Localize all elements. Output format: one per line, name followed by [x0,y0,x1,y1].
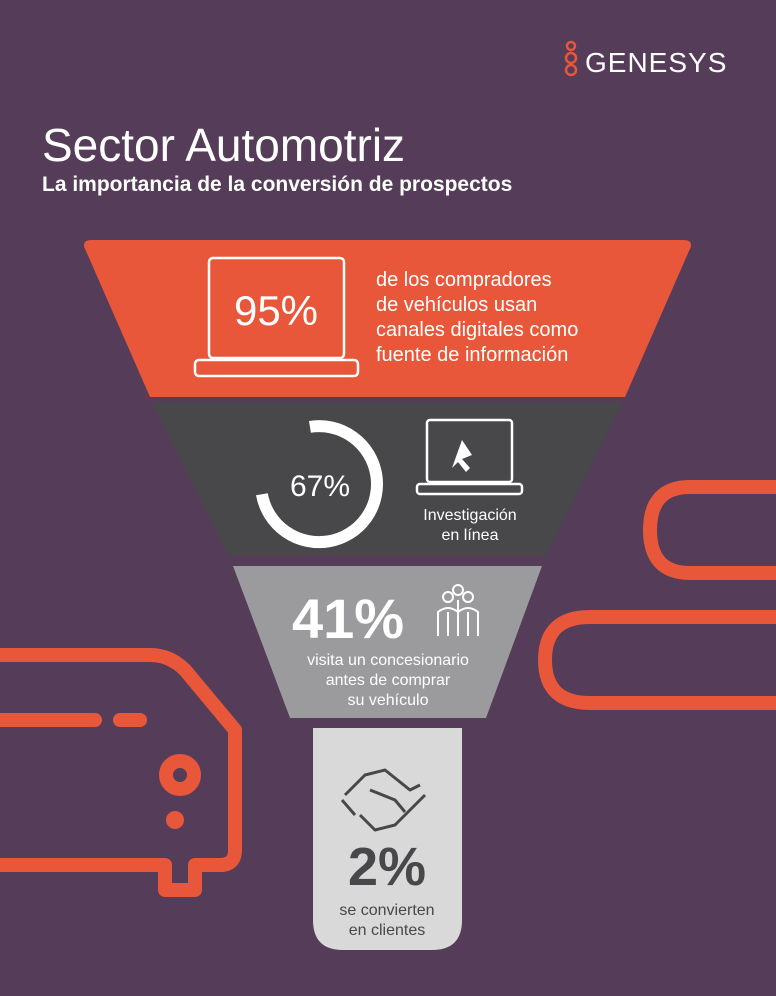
text-line: en línea [442,527,499,544]
ovals [537,480,776,710]
text-line: fuente de información [376,344,568,366]
text-line: Investigación [423,507,516,524]
stat: 67% [290,470,350,503]
text-line: en clientes [349,922,426,939]
stat: 95% [234,287,318,334]
text-line: canales digitales como [376,319,578,341]
cursor-icon [452,440,472,472]
laptop-base [415,482,524,496]
laptop-icon [425,418,514,484]
stage-text: de los compradores de vehículos usan can… [376,269,578,366]
funnel-stage [233,566,542,718]
stage-text: visita un concesionario antes de comprar… [307,652,469,709]
ring [255,420,383,549]
funnel-stage [313,728,462,950]
title: Sector Automotriz [42,119,405,171]
text-line: visita un concesionario [307,652,469,669]
subtitle: La importancia de la conversión de prosp… [42,173,512,196]
text-line: de vehículos usan [376,294,537,316]
car-light [166,811,184,829]
stat: 41% [292,587,404,650]
car-outline [0,648,242,897]
brand: GENESYS [585,47,727,78]
text-line: se convierten [339,902,434,919]
logo: GENESYS [564,40,727,78]
funnel-stage [152,402,623,556]
text-line: de los compradores [376,269,552,291]
text-line: antes de comprar [326,672,451,689]
stat: 2% [348,837,426,897]
people-icon [437,584,479,636]
laptop-icon [207,256,346,360]
laptop-base [193,358,360,378]
handshake-icon [340,768,427,832]
text-line: su vehículo [348,692,429,709]
